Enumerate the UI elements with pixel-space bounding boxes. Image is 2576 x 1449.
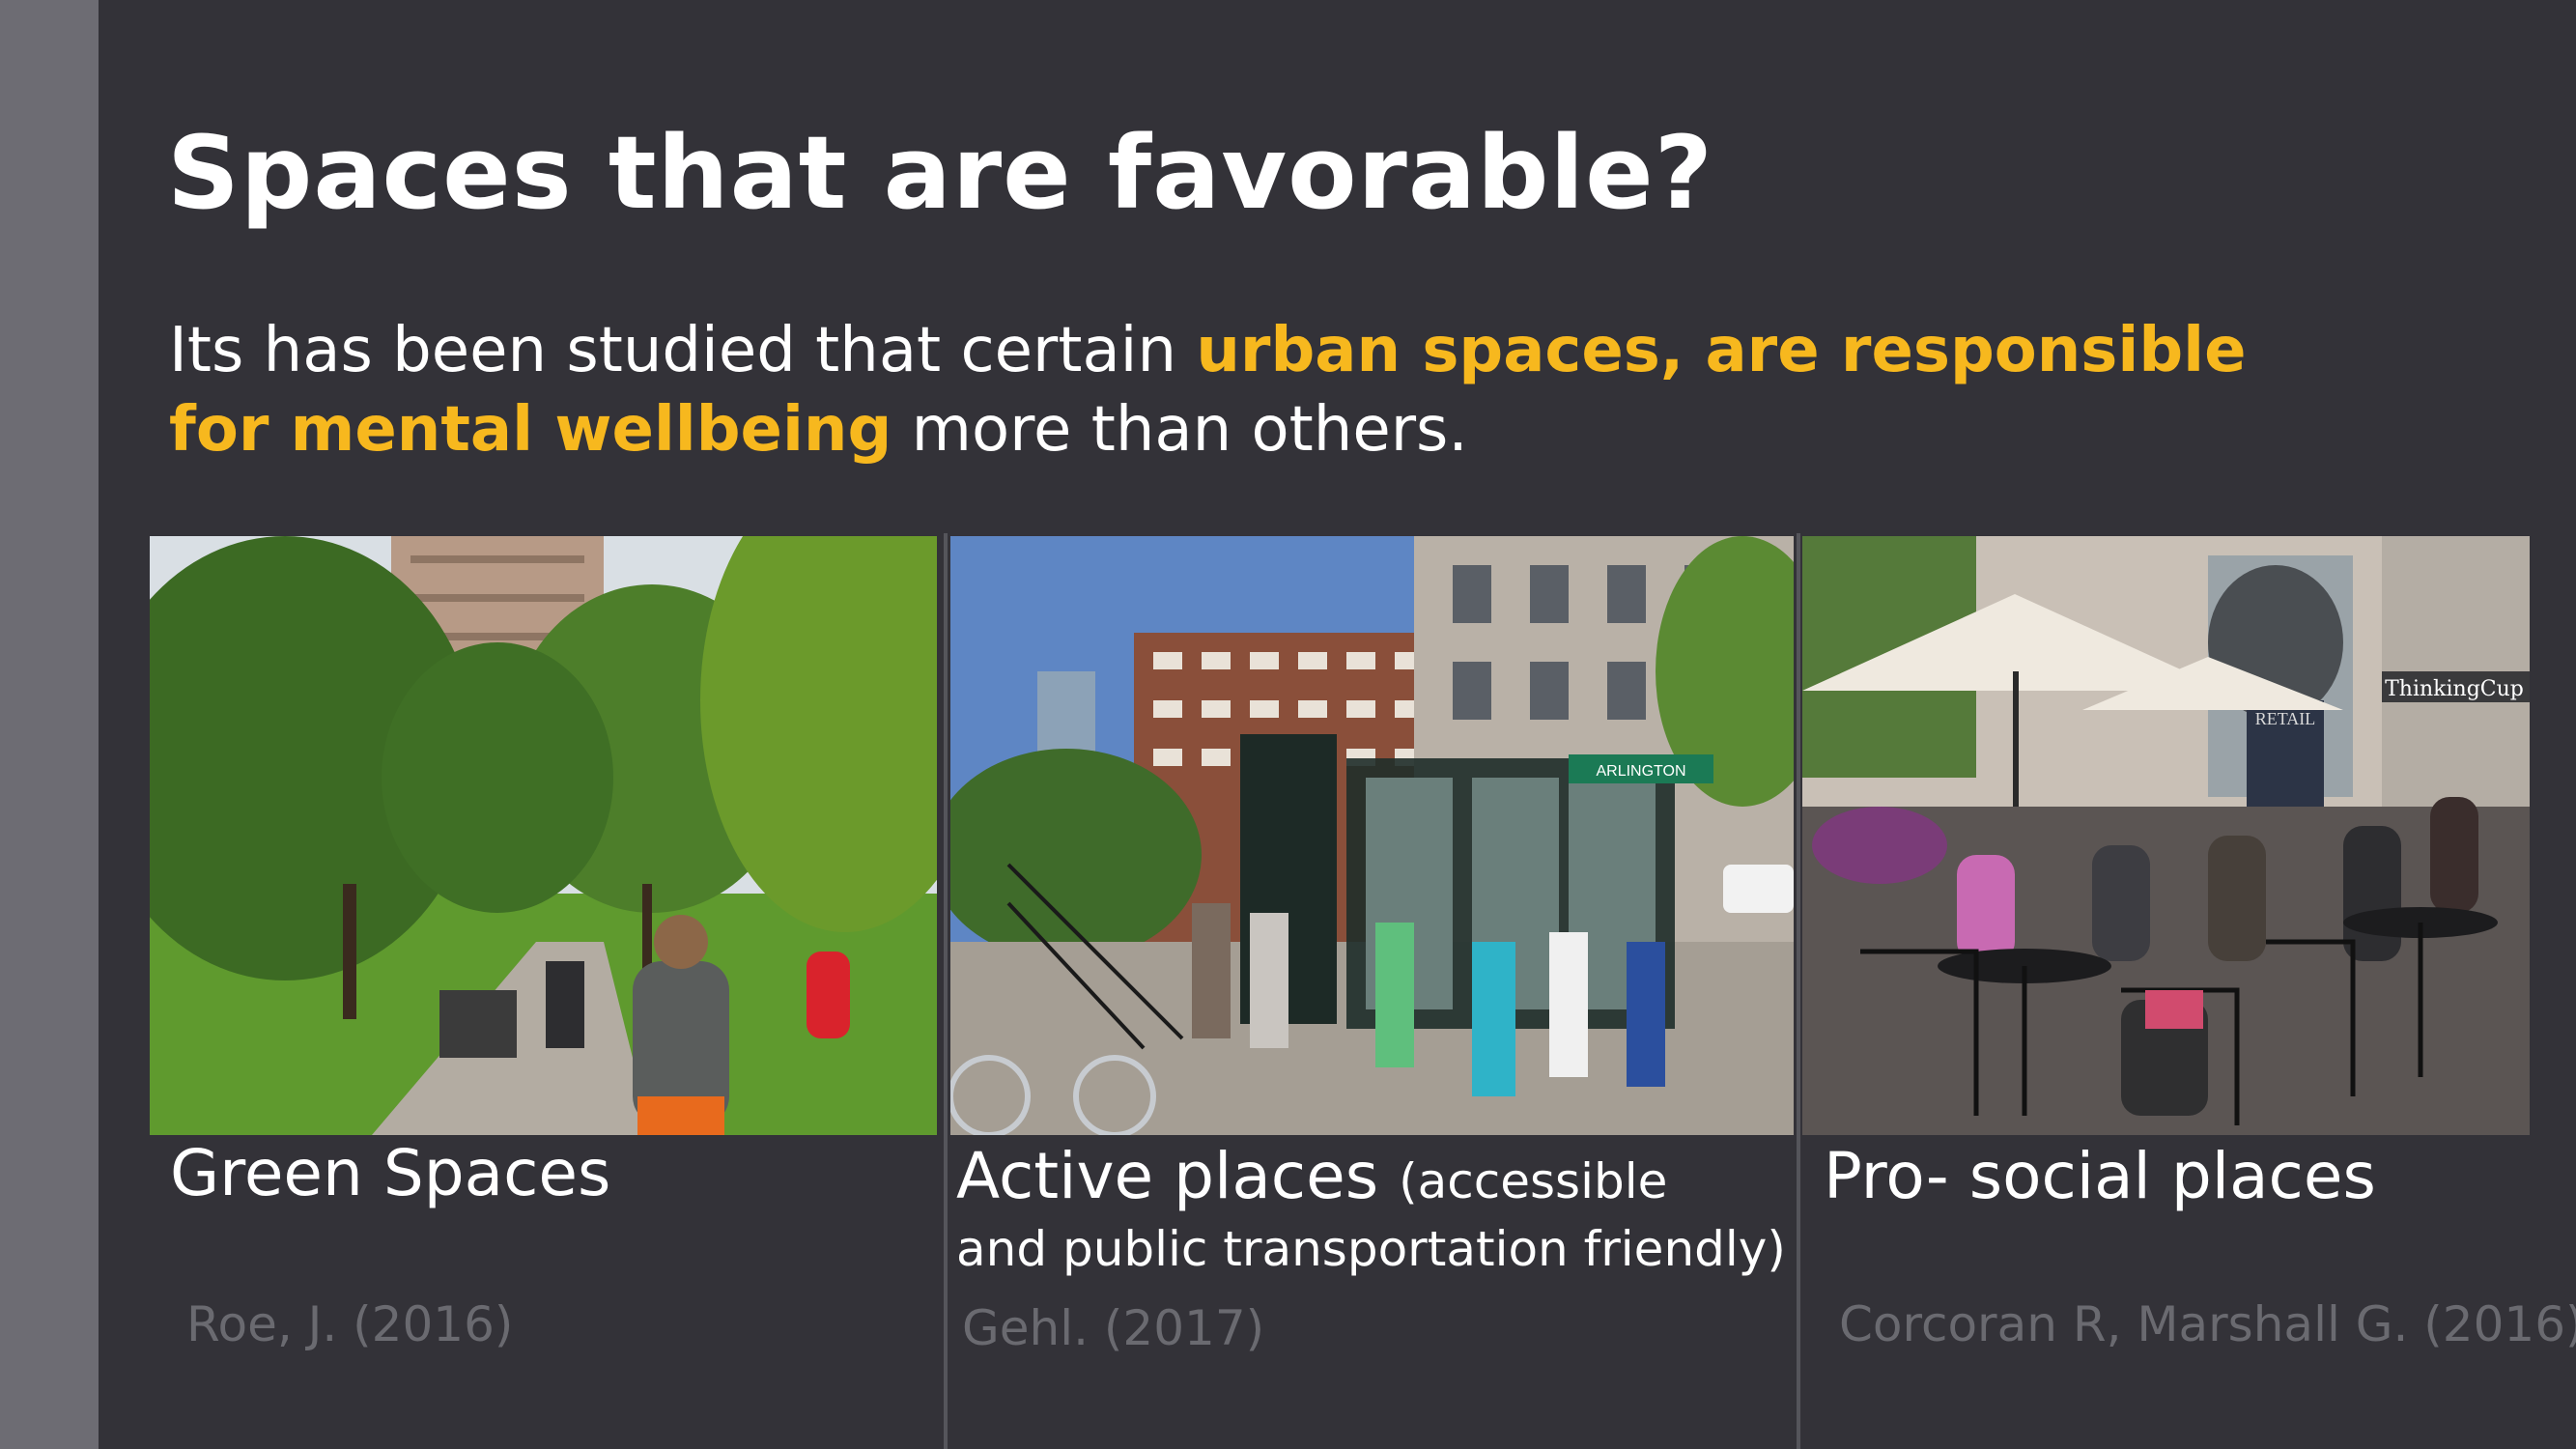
- slide-title: Spaces that are favorable?: [167, 114, 1713, 232]
- left-accent-bar: [0, 0, 99, 1449]
- caption-active-places-note: (accessible: [1399, 1153, 1668, 1209]
- retail-sign: RETAIL: [2255, 709, 2316, 728]
- slide-subtitle: Its has been studied that certain urban …: [169, 311, 2342, 469]
- caption-pro-social-places: Pro- social places: [1824, 1145, 2376, 1208]
- subtitle-text-1: Its has been studied that certain: [169, 315, 1197, 386]
- citation-roe: Roe, J. (2016): [186, 1296, 514, 1352]
- caption-pro-social-places-label: Pro- social places: [1824, 1139, 2376, 1213]
- caption-green-spaces-label: Green Spaces: [170, 1136, 611, 1210]
- panel-divider-2: [1797, 533, 1800, 1449]
- caption-active-places: Active places (accessible and public tra…: [956, 1145, 1787, 1280]
- cafe-photo: ThinkingCup RETAIL: [1802, 536, 2530, 1135]
- transit-street-photo: ARLINGTON: [950, 536, 1794, 1135]
- park-photo: [150, 536, 937, 1135]
- caption-active-places-note-line2: and public transportation friendly): [956, 1221, 1786, 1277]
- caption-active-places-label: Active places: [956, 1139, 1379, 1213]
- subtitle-highlight: urban spaces, are responsible for mental…: [169, 315, 2247, 466]
- panel-divider-1: [944, 533, 948, 1449]
- caption-green-spaces: Green Spaces: [170, 1142, 610, 1206]
- cafe-sign: ThinkingCup: [2385, 677, 2524, 701]
- citation-gehl: Gehl. (2017): [962, 1300, 1265, 1356]
- citation-corcoran-marshall: Corcoran R, Marshall G. (2016): [1839, 1296, 2576, 1352]
- station-sign: ARLINGTON: [1596, 763, 1685, 780]
- subtitle-text-2: more than others.: [892, 394, 1468, 466]
